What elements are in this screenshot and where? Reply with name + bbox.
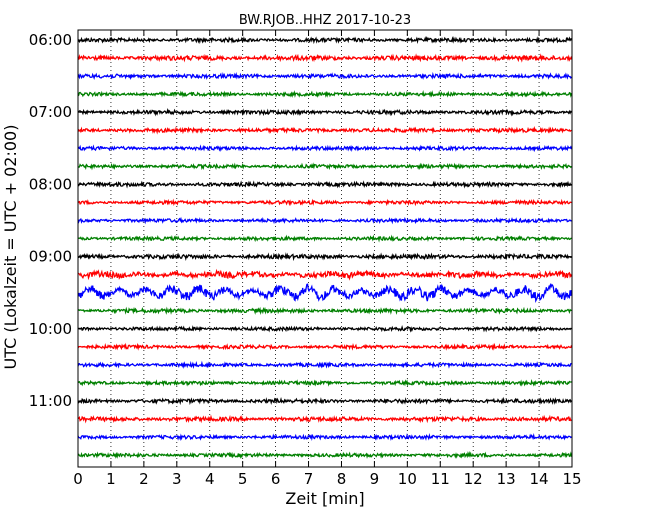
x-tick-label: 7: [304, 470, 314, 488]
seismic-traces: [77, 35, 573, 459]
trace-line: [77, 144, 573, 153]
x-tick-label: 3: [172, 470, 182, 488]
trace-line: [77, 414, 572, 424]
y-axis-label: UTC (Lokalzeit = UTC + 02:00): [1, 125, 20, 370]
trace-line: [77, 306, 572, 316]
y-axis-ticks: 06:00 07:00 08:00 09:00 10:00 11:00: [29, 31, 572, 410]
x-tick-label: 1: [106, 470, 116, 488]
trace-line: [77, 180, 572, 189]
trace-line: [77, 450, 573, 459]
trace-line: [77, 89, 573, 98]
y-tick-label: 06:00: [29, 31, 72, 49]
x-tick-label: 6: [271, 470, 281, 488]
trace-line: [77, 268, 573, 281]
trace-line: [77, 360, 572, 370]
x-tick-label: 5: [238, 470, 248, 488]
x-tick-label: 15: [562, 470, 581, 488]
x-tick-label: 9: [370, 470, 380, 488]
trace-line: [77, 198, 572, 207]
trace-line: [77, 125, 572, 135]
trace-line: [77, 216, 572, 225]
trace-line: [77, 162, 573, 171]
trace-line: [77, 342, 573, 351]
trace-line: [77, 107, 572, 117]
trace-line: [77, 35, 572, 45]
trace-line: [77, 432, 572, 441]
grid-lines: [110, 30, 540, 467]
trace-line: [77, 252, 572, 262]
trace-line: [77, 282, 573, 304]
chart-title: BW.RJOB..HHZ 2017-10-23: [239, 13, 411, 28]
x-tick-label: 2: [139, 470, 149, 488]
y-tick-label: 09:00: [29, 248, 72, 266]
trace-line: [77, 379, 572, 387]
x-tick-label: 0: [73, 470, 83, 488]
x-tick-label: 14: [530, 470, 549, 488]
trace-line: [77, 234, 572, 243]
y-tick-label: 10:00: [29, 320, 72, 338]
y-tick-label: 07:00: [29, 103, 72, 121]
trace-line: [77, 396, 573, 406]
x-axis-label: Zeit [min]: [285, 489, 364, 508]
x-tick-label: 13: [497, 470, 516, 488]
trace-line: [77, 324, 572, 333]
y-tick-label: 08:00: [29, 175, 72, 193]
x-tick-label: 12: [464, 470, 483, 488]
x-tick-label: 8: [337, 470, 347, 488]
y-tick-label: 11:00: [29, 392, 72, 410]
x-tick-label: 11: [431, 470, 450, 488]
x-tick-label: 4: [205, 470, 215, 488]
plot-frame: [77, 29, 573, 468]
trace-line: [77, 53, 573, 63]
trace-line: [77, 71, 573, 81]
x-axis-ticks: 0 1 2 3 4 5 6 7 8 9 10 11 12 13 14 15: [73, 30, 582, 488]
plot-background: [78, 30, 572, 467]
x-tick-label: 10: [398, 470, 417, 488]
